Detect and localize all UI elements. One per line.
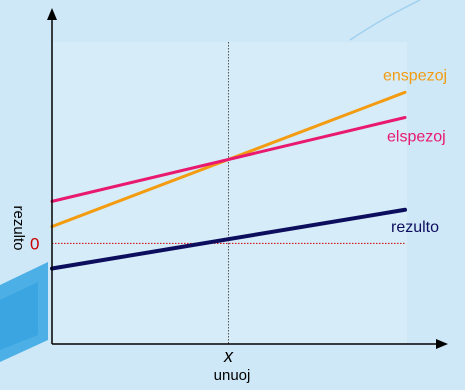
series-line-rezulto <box>50 207 407 271</box>
series-label-rezulto: rezulto <box>391 219 439 236</box>
y-axis-label: rezulto <box>10 205 27 250</box>
x-axis-arrow <box>436 339 448 349</box>
series-label-enspezoj: enspezoj <box>383 67 447 84</box>
decorative-wedge-shadow <box>0 282 38 350</box>
decorative-curve <box>349 0 421 41</box>
series-lines <box>50 90 407 271</box>
series-label-elspezoj: elspezoj <box>387 129 446 146</box>
guide-lines <box>52 42 405 344</box>
y-axis-arrow <box>47 8 57 20</box>
plot-area <box>52 42 407 344</box>
series-line-elspezoj <box>50 116 407 203</box>
x-axis-label: unuoj <box>214 367 251 384</box>
zero-tick-label: 0 <box>30 234 39 253</box>
x-marker-label: x <box>223 346 234 366</box>
series-labels: enspezoj elspezoj rezulto <box>383 67 447 235</box>
